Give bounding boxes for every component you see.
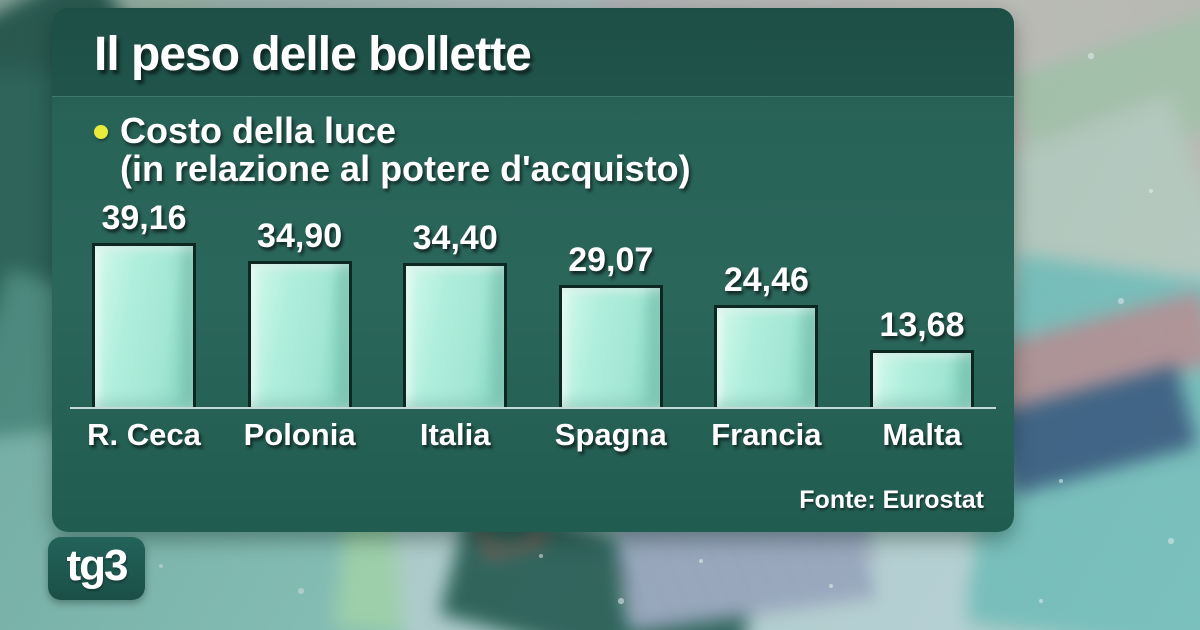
x-axis-baseline	[70, 407, 996, 409]
title-band: Il peso delle bollette	[52, 8, 1014, 96]
bar-group: 34,90	[224, 217, 376, 407]
chart-subtitle: Costo della luce (in relazione al potere…	[94, 112, 1014, 188]
bar-chart: 39,16 34,90 34,40 29,07 24,46 13,68 R. Ceca Po…	[52, 195, 1014, 453]
bar-value-label: 34,90	[257, 217, 343, 255]
bar-value-label: 34,40	[412, 219, 498, 257]
category-label: Spagna	[554, 417, 667, 452]
bar-value-label: 13,68	[879, 306, 965, 344]
category-label: Malta	[882, 417, 962, 452]
bar-group: 29,07	[535, 241, 687, 407]
bar-value-label: 24,46	[723, 261, 809, 299]
bars-row: 39,16 34,90 34,40 29,07 24,46 13,68	[52, 195, 1014, 407]
category-row: R. Ceca Polonia Italia Spagna Francia Malta	[52, 409, 1014, 453]
bar	[714, 305, 819, 407]
page-title: Il peso delle bollette	[94, 27, 532, 81]
bar-value-label: 39,16	[101, 199, 187, 237]
tg3-logo-text: tg3	[66, 541, 129, 590]
bar-group: 34,40	[379, 219, 531, 407]
category-label: R. Ceca	[87, 417, 201, 452]
bar	[403, 263, 508, 407]
category-label: Polonia	[243, 417, 356, 452]
bar-value-label: 29,07	[568, 241, 654, 279]
bar-group: 24,46	[690, 261, 842, 407]
subtitle-line-2: (in relazione al potere d'acquisto)	[120, 147, 691, 189]
category-label: Italia	[419, 417, 491, 452]
infographic-panel: Il peso delle bollette Costo della luce …	[52, 8, 1014, 532]
bar	[247, 261, 352, 407]
source-credit: Fonte: Eurostat	[799, 486, 984, 514]
tg3-logo: tg3	[48, 537, 145, 600]
bar	[92, 243, 196, 407]
bar-group: 39,16	[68, 199, 220, 407]
bullet-icon	[94, 125, 108, 139]
subtitle-line-1: Costo della luce	[120, 110, 397, 151]
bar	[869, 350, 974, 407]
category-label: Francia	[711, 417, 822, 452]
bar	[558, 285, 663, 407]
bar-group: 13,68	[846, 306, 998, 407]
